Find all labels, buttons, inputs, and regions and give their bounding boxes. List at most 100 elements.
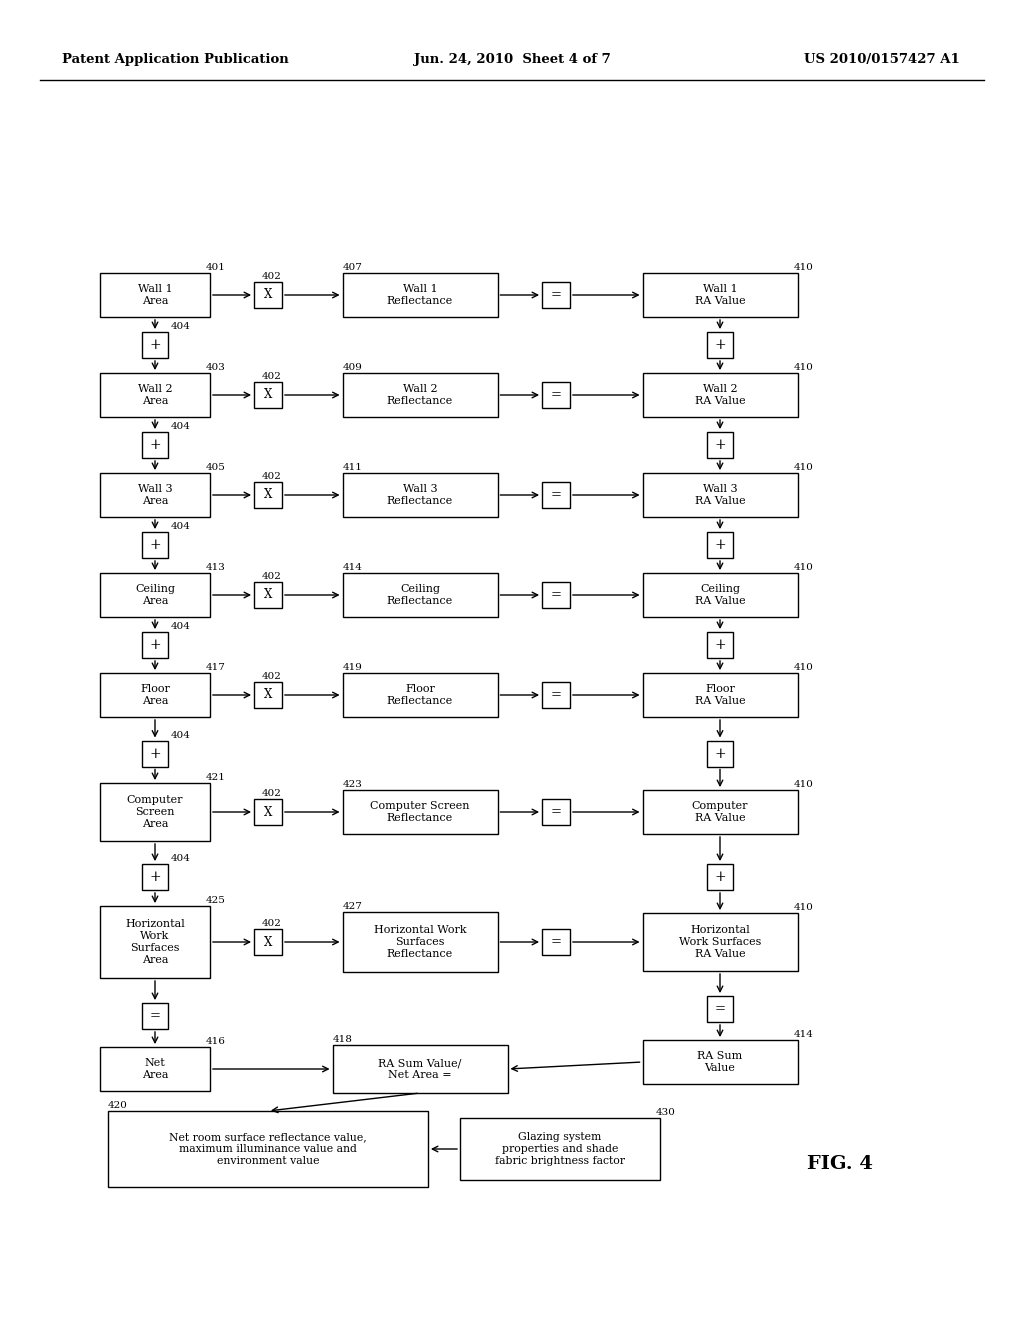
Text: +: + bbox=[150, 870, 161, 884]
Text: +: + bbox=[714, 438, 726, 451]
Text: Wall 2
RA Value: Wall 2 RA Value bbox=[694, 384, 745, 407]
Text: Glazing system
properties and shade
fabric brightness factor: Glazing system properties and shade fabr… bbox=[495, 1133, 625, 1166]
Text: Ceiling
RA Value: Ceiling RA Value bbox=[694, 583, 745, 606]
Text: 402: 402 bbox=[262, 372, 282, 381]
Text: =: = bbox=[551, 289, 561, 301]
Bar bbox=[342, 573, 498, 616]
Text: =: = bbox=[150, 1010, 161, 1023]
Text: Jun. 24, 2010  Sheet 4 of 7: Jun. 24, 2010 Sheet 4 of 7 bbox=[414, 54, 610, 66]
Text: 423: 423 bbox=[342, 780, 362, 789]
Bar bbox=[642, 573, 798, 616]
Text: Patent Application Publication: Patent Application Publication bbox=[62, 54, 289, 66]
Bar bbox=[460, 1118, 660, 1180]
Text: 411: 411 bbox=[342, 463, 362, 473]
Bar bbox=[254, 482, 282, 508]
Text: Ceiling
Area: Ceiling Area bbox=[135, 583, 175, 606]
Bar bbox=[142, 532, 168, 558]
Text: Wall 1
Reflectance: Wall 1 Reflectance bbox=[387, 284, 454, 306]
Bar bbox=[142, 1003, 168, 1030]
Text: 410: 410 bbox=[794, 263, 813, 272]
Text: +: + bbox=[150, 638, 161, 652]
Text: 410: 410 bbox=[794, 903, 813, 912]
Text: X: X bbox=[264, 289, 272, 301]
Text: 402: 402 bbox=[262, 672, 282, 681]
Text: +: + bbox=[714, 539, 726, 552]
Text: +: + bbox=[150, 438, 161, 451]
Bar bbox=[542, 482, 570, 508]
Text: X: X bbox=[264, 689, 272, 701]
Bar bbox=[142, 432, 168, 458]
Bar bbox=[100, 374, 210, 417]
Text: X: X bbox=[264, 589, 272, 602]
Text: =: = bbox=[551, 936, 561, 949]
Text: 418: 418 bbox=[333, 1035, 352, 1044]
Text: =: = bbox=[551, 689, 561, 701]
Text: 417: 417 bbox=[206, 663, 226, 672]
Text: Computer Screen
Reflectance: Computer Screen Reflectance bbox=[371, 801, 470, 822]
Text: X: X bbox=[264, 805, 272, 818]
Text: X: X bbox=[264, 388, 272, 401]
Text: RA Sum Value/
Net Area =: RA Sum Value/ Net Area = bbox=[378, 1059, 462, 1080]
Bar bbox=[254, 381, 282, 408]
Bar bbox=[254, 799, 282, 825]
Bar bbox=[707, 865, 733, 890]
Text: 404: 404 bbox=[171, 854, 190, 863]
Bar bbox=[342, 374, 498, 417]
Text: 405: 405 bbox=[206, 463, 226, 473]
Bar bbox=[707, 432, 733, 458]
Text: US 2010/0157427 A1: US 2010/0157427 A1 bbox=[804, 54, 961, 66]
Bar bbox=[542, 381, 570, 408]
Text: =: = bbox=[551, 589, 561, 602]
Text: Net room surface reflectance value,
maximum illuminance value and
environment va: Net room surface reflectance value, maxi… bbox=[169, 1133, 367, 1166]
Bar bbox=[142, 632, 168, 657]
Bar bbox=[342, 473, 498, 517]
Bar bbox=[100, 673, 210, 717]
Text: Net
Area: Net Area bbox=[141, 1059, 168, 1080]
Bar bbox=[707, 741, 733, 767]
Text: 404: 404 bbox=[171, 730, 190, 739]
Text: RA Sum
Value: RA Sum Value bbox=[697, 1051, 742, 1073]
Bar bbox=[707, 632, 733, 657]
Text: 420: 420 bbox=[108, 1101, 128, 1110]
Text: Wall 2
Reflectance: Wall 2 Reflectance bbox=[387, 384, 454, 407]
Text: Ceiling
Reflectance: Ceiling Reflectance bbox=[387, 583, 454, 606]
Text: 421: 421 bbox=[206, 774, 226, 781]
Text: Wall 2
Area: Wall 2 Area bbox=[137, 384, 172, 407]
Bar bbox=[642, 473, 798, 517]
Bar bbox=[707, 532, 733, 558]
Text: Computer
Screen
Area: Computer Screen Area bbox=[127, 795, 183, 829]
Text: Wall 3
RA Value: Wall 3 RA Value bbox=[694, 484, 745, 506]
Text: +: + bbox=[714, 338, 726, 352]
Text: Horizontal Work
Surfaces
Reflectance: Horizontal Work Surfaces Reflectance bbox=[374, 925, 466, 960]
Text: 402: 402 bbox=[262, 572, 282, 581]
Text: +: + bbox=[150, 747, 161, 760]
Bar bbox=[254, 582, 282, 609]
Bar bbox=[108, 1111, 428, 1187]
Text: 402: 402 bbox=[262, 919, 282, 928]
Text: 430: 430 bbox=[656, 1107, 676, 1117]
Text: 410: 410 bbox=[794, 564, 813, 572]
Text: Floor
Reflectance: Floor Reflectance bbox=[387, 684, 454, 706]
Bar bbox=[254, 682, 282, 708]
Text: =: = bbox=[551, 388, 561, 401]
Text: X: X bbox=[264, 488, 272, 502]
Text: 402: 402 bbox=[262, 789, 282, 799]
Text: 414: 414 bbox=[342, 564, 362, 572]
Bar bbox=[100, 783, 210, 841]
Bar bbox=[254, 282, 282, 308]
Text: 404: 404 bbox=[171, 521, 190, 531]
Text: Wall 3
Reflectance: Wall 3 Reflectance bbox=[387, 484, 454, 506]
Bar bbox=[542, 929, 570, 954]
Text: 407: 407 bbox=[342, 263, 362, 272]
Text: Wall 1
Area: Wall 1 Area bbox=[137, 284, 172, 306]
Bar bbox=[342, 273, 498, 317]
Text: 410: 410 bbox=[794, 463, 813, 473]
Text: =: = bbox=[715, 1002, 725, 1015]
Bar bbox=[342, 789, 498, 834]
Text: +: + bbox=[714, 638, 726, 652]
Bar bbox=[642, 789, 798, 834]
Text: Computer
RA Value: Computer RA Value bbox=[692, 801, 749, 822]
Bar bbox=[542, 282, 570, 308]
Bar bbox=[642, 273, 798, 317]
Text: 404: 404 bbox=[171, 322, 190, 331]
